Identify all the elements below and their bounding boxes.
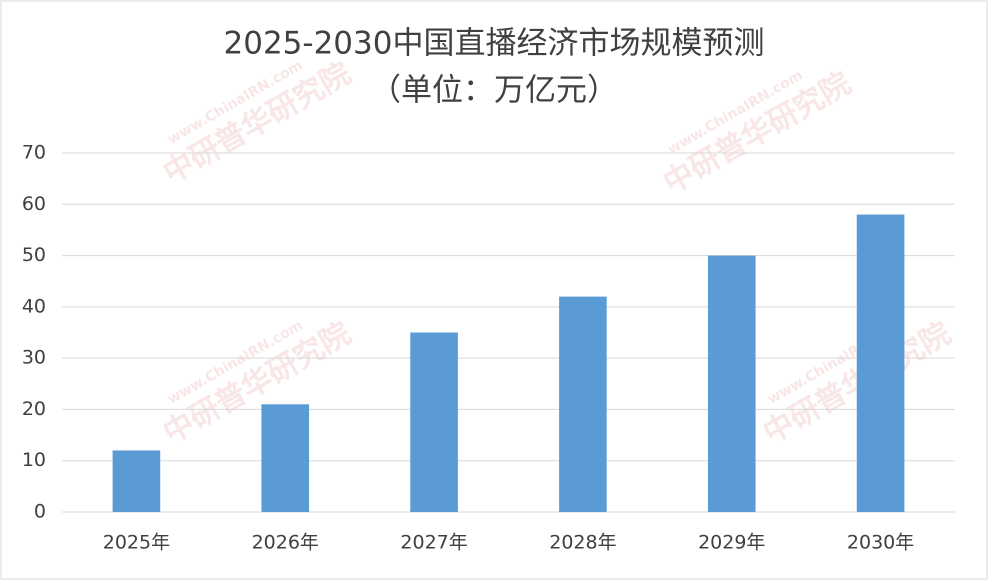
y-tick-label: 40 [22,295,46,317]
bar [410,332,458,512]
x-tick-label: 2027年 [400,532,467,554]
x-tick-label: 2025年 [103,532,170,554]
y-tick-label: 10 [22,449,46,471]
x-tick-label: 2030年 [847,532,914,554]
bar [559,296,607,512]
chart-subtitle: （单位：万亿元） [370,73,618,109]
x-tick-label: 2026年 [252,532,319,554]
bar [707,255,756,513]
y-tick-label: 30 [22,347,46,369]
x-tick-label: 2029年 [698,532,765,554]
y-tick-label: 20 [22,398,46,420]
bar [856,214,905,513]
x-tick-label: 2028年 [549,532,616,554]
y-tick-label: 0 [34,501,46,523]
chart-title: 2025-2030中国直播经济市场规模预测 [224,26,765,62]
y-tick-label: 70 [22,142,46,164]
y-tick-label: 50 [22,244,46,266]
bar [261,404,310,512]
bar [112,450,161,512]
y-tick-label: 60 [22,193,46,215]
